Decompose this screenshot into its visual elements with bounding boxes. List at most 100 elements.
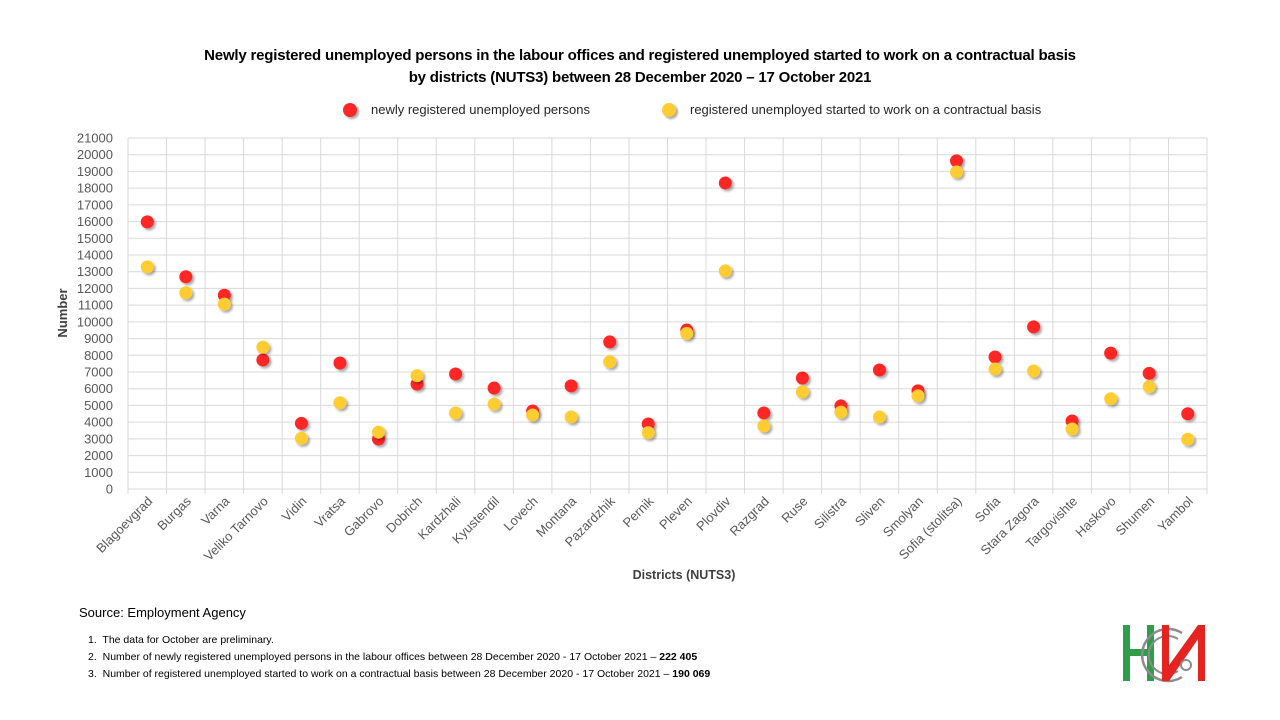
point-started-work: [603, 355, 617, 369]
y-tick-label: 8000: [84, 348, 113, 363]
point-newly-registered: [872, 363, 886, 377]
legend-item-started-work: registered unemployed started to work on…: [662, 102, 1041, 117]
footnote-1: 1. The data for October are preliminary.: [88, 632, 710, 649]
point-started-work: [795, 385, 809, 399]
point-newly-registered: [1104, 346, 1118, 360]
footnote-number: 3.: [88, 668, 97, 680]
footnote-total: 190 069: [672, 668, 711, 680]
point-newly-registered: [1181, 407, 1195, 421]
point-started-work: [1181, 432, 1195, 446]
point-newly-registered: [950, 154, 964, 168]
point-started-work: [294, 431, 308, 445]
point-newly-registered: [603, 335, 617, 349]
point-newly-registered: [294, 416, 308, 430]
source-note: Source: Employment Agency: [79, 605, 246, 620]
y-tick-label: 6000: [84, 381, 113, 396]
y-tick-label: 1000: [84, 465, 113, 480]
footnote-text: Number of newly registered unemployed pe…: [102, 651, 660, 663]
footnote-total: 222 405: [659, 651, 698, 663]
x-tick-label: Blagoevgrad: [93, 494, 155, 556]
point-started-work: [256, 340, 270, 354]
point-started-work: [988, 362, 1002, 376]
x-tick-label: Sliven: [852, 494, 888, 530]
legend-label: registered unemployed started to work on…: [690, 102, 1042, 117]
point-newly-registered: [988, 350, 1002, 364]
y-tick-label: 15000: [77, 231, 113, 246]
point-newly-registered: [333, 356, 347, 370]
y-tick-label: 10000: [77, 314, 113, 329]
logo-i-letter: [1162, 625, 1205, 681]
x-tick-label: Yambol: [1155, 493, 1196, 534]
point-newly-registered: [256, 353, 270, 367]
y-tick-label: 5000: [84, 398, 113, 413]
legend-marker-yellow: [662, 102, 676, 117]
y-tick-label: 3000: [84, 431, 113, 446]
point-started-work: [911, 389, 925, 403]
footnote-number: 1.: [88, 634, 97, 646]
footnotes: 1. The data for October are preliminary.…: [88, 632, 710, 683]
y-tick-label: 7000: [84, 365, 113, 380]
y-axis-label: Number: [55, 288, 70, 337]
point-started-work: [333, 396, 347, 410]
point-newly-registered: [1027, 320, 1041, 334]
point-started-work: [526, 408, 540, 422]
point-started-work: [1065, 422, 1079, 436]
point-started-work: [718, 264, 732, 278]
point-newly-registered: [1142, 366, 1156, 380]
y-tick-label: 19000: [77, 164, 113, 179]
y-tick-label: 12000: [77, 281, 113, 296]
point-started-work: [449, 406, 463, 420]
point-newly-registered: [449, 367, 463, 381]
point-started-work: [487, 397, 501, 411]
point-started-work: [179, 286, 193, 300]
point-started-work: [371, 425, 385, 439]
point-started-work: [1104, 392, 1118, 406]
x-axis-label: Districts (NUTS3): [633, 568, 736, 582]
point-started-work: [1142, 380, 1156, 394]
y-tick-label: 18000: [77, 181, 113, 196]
point-started-work: [641, 426, 655, 440]
point-newly-registered: [757, 406, 771, 420]
footnote-2: 2. Number of newly registered unemployed…: [88, 649, 710, 666]
point-newly-registered: [179, 270, 193, 284]
legend: newly registered unemployed persons regi…: [0, 102, 1280, 122]
y-tick-label: 14000: [77, 248, 113, 263]
y-tick-label: 11000: [78, 298, 113, 313]
y-tick-label: 13000: [77, 264, 113, 279]
x-tick-label: Silistra: [811, 493, 850, 532]
y-tick-label: 9000: [84, 331, 113, 346]
y-tick-label: 17000: [77, 197, 113, 212]
point-started-work: [834, 405, 848, 419]
nsi-logo: [1123, 625, 1205, 683]
x-tick-label: Vratsa: [311, 493, 348, 530]
y-tick-label: 0: [106, 482, 113, 497]
x-tick-label: Sofia: [972, 493, 1004, 525]
y-tick-label: 20000: [77, 147, 113, 162]
point-started-work: [217, 297, 231, 311]
footnote-text: Number of registered unemployed started …: [102, 668, 673, 680]
chart-title: Newly registered unemployed persons in t…: [204, 47, 1076, 64]
footnote-text: The data for October are preliminary.: [102, 634, 274, 646]
footnote-number: 2.: [88, 651, 97, 663]
logo-h-letter: [1123, 625, 1154, 681]
point-started-work: [757, 419, 771, 433]
point-started-work: [140, 260, 154, 274]
point-started-work: [564, 410, 578, 424]
y-tick-label: 16000: [77, 214, 113, 229]
legend-item-newly-registered: newly registered unemployed persons: [343, 102, 590, 117]
x-tick-label: Haskovo: [1072, 494, 1118, 540]
point-newly-registered: [564, 379, 578, 393]
x-tick-label: Pernik: [620, 493, 657, 530]
x-tick-label: Ruse: [778, 494, 810, 526]
point-started-work: [410, 369, 424, 383]
legend-marker-red: [343, 102, 357, 117]
x-tick-label: Burgas: [154, 493, 194, 533]
x-tick-label: Gabrovo: [341, 494, 387, 540]
x-tick-label: Vidin: [279, 494, 310, 525]
x-tick-label: Shumen: [1112, 494, 1157, 539]
point-started-work: [680, 326, 694, 340]
point-newly-registered: [795, 371, 809, 385]
x-tick-label: Razgrad: [727, 494, 772, 539]
point-started-work: [950, 165, 964, 179]
